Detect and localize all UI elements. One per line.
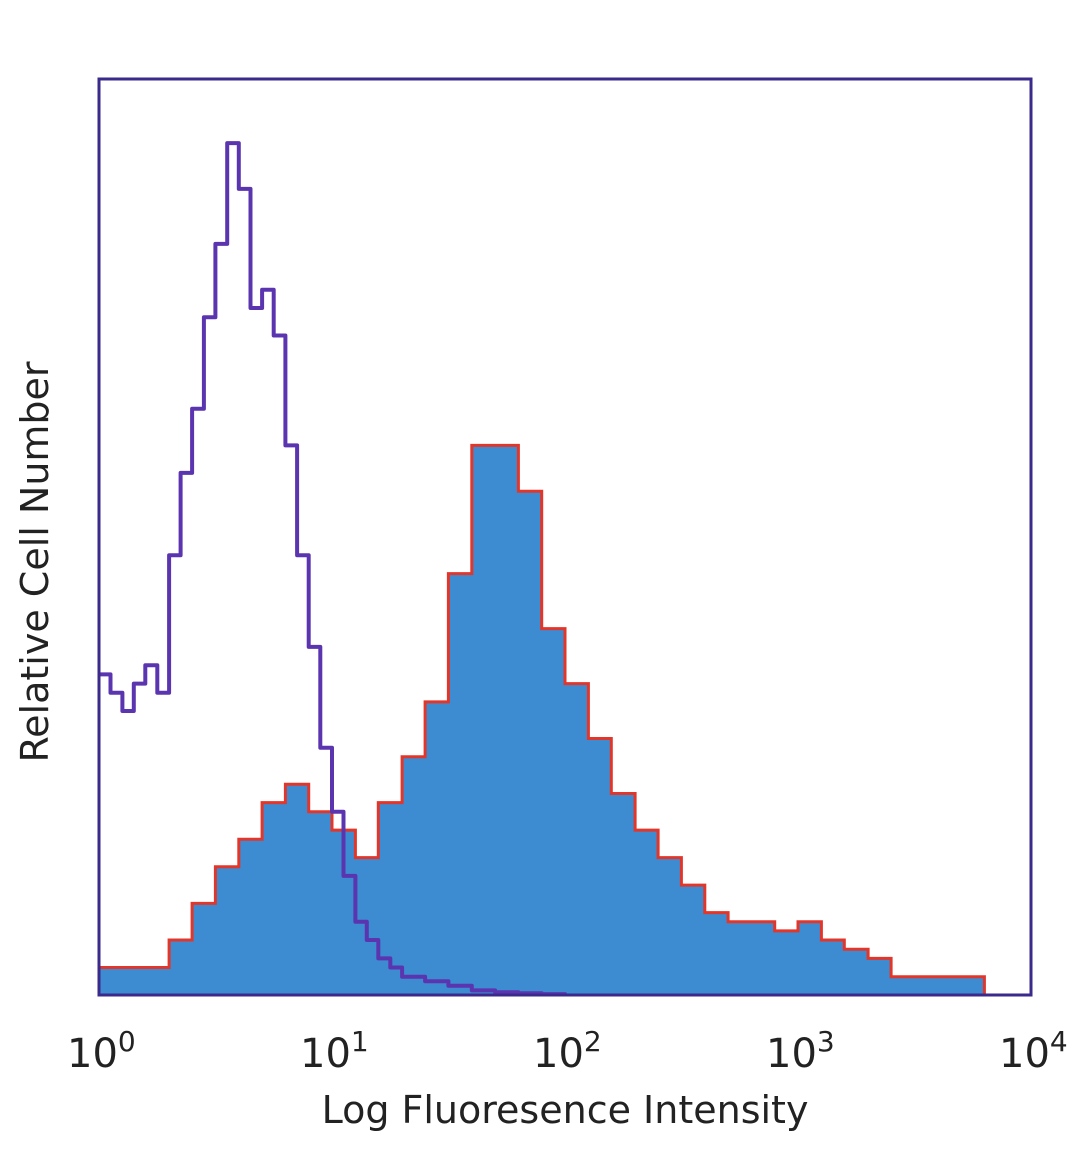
- x-tick-base: 10: [67, 1031, 118, 1077]
- x-tick-labels: 100 101 102 103 104: [67, 1025, 1068, 1077]
- y-axis-label: Relative Cell Number: [13, 361, 57, 762]
- x-tick-base: 10: [300, 1031, 351, 1077]
- stained-histogram-fill: [99, 445, 1031, 995]
- x-tick-label: 102: [533, 1025, 602, 1077]
- plot-area: [99, 141, 1031, 997]
- x-tick-exponent: 1: [351, 1025, 369, 1058]
- x-tick-base: 10: [766, 1031, 817, 1077]
- x-tick-base: 10: [533, 1031, 584, 1077]
- plot-frame: [97, 77, 1033, 997]
- x-axis-label: Log Fluoresence Intensity: [322, 1088, 809, 1132]
- x-tick-label: 104: [999, 1025, 1068, 1077]
- x-tick-base: 10: [999, 1031, 1050, 1077]
- x-tick-label: 100: [67, 1025, 136, 1077]
- x-tick-label: 101: [300, 1025, 369, 1077]
- x-tick-label: 103: [766, 1025, 835, 1077]
- control-histogram-line: [99, 141, 567, 997]
- x-tick-exponent: 0: [118, 1025, 136, 1058]
- x-tick-exponent: 2: [584, 1025, 602, 1058]
- x-tick-exponent: 4: [1050, 1025, 1068, 1058]
- stained-histogram-edge: [99, 443, 1031, 997]
- x-tick-exponent: 3: [817, 1025, 835, 1058]
